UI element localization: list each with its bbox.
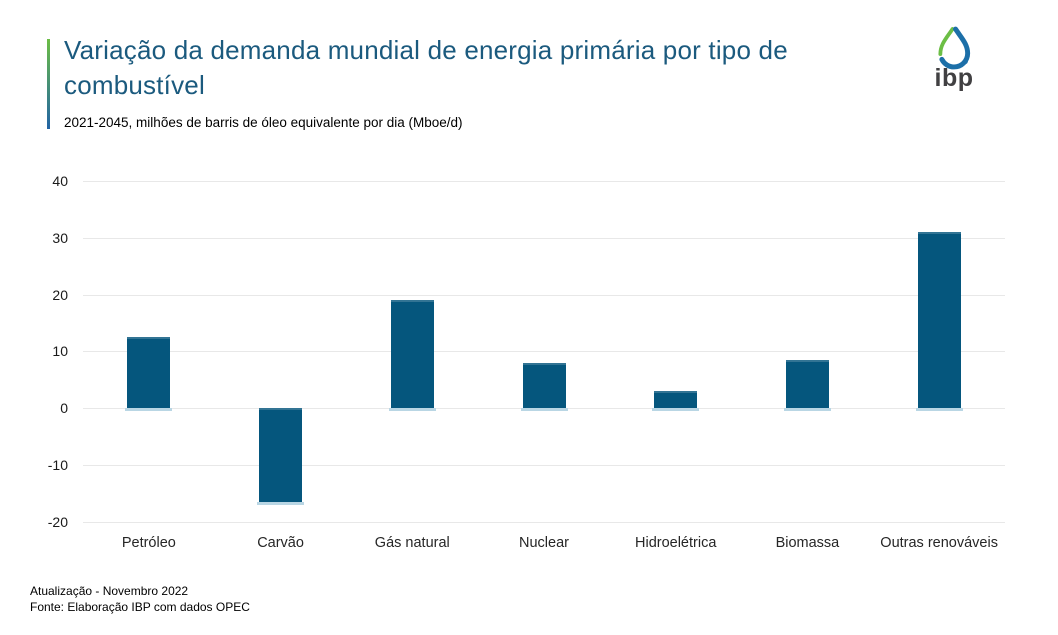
- footer-update: Atualização - Novembro 2022: [30, 584, 189, 598]
- x-tick-label: Gás natural: [374, 535, 450, 551]
- water-drop-icon: [938, 26, 971, 70]
- x-tick-label: Nuclear: [519, 535, 569, 551]
- page-title: Variação da demanda mundial de energia p…: [64, 35, 788, 100]
- footer-source: Fonte: Elaboração IBP com dados OPEC: [30, 600, 250, 614]
- y-tick-label: 30: [52, 229, 68, 246]
- y-tick-label: 20: [52, 286, 68, 303]
- bar: [125, 337, 173, 411]
- accent-bar: [47, 39, 50, 129]
- gridline: [83, 521, 1005, 523]
- y-tick-label: 10: [52, 343, 68, 360]
- gridline: [83, 464, 1005, 466]
- page-subtitle: 2021-2045, milhões de barris de óleo equ…: [64, 115, 463, 130]
- y-tick-label: -10: [47, 456, 68, 473]
- gridline: [83, 237, 1005, 239]
- bar: [783, 359, 831, 412]
- ibp-logo: ibp: [918, 26, 990, 92]
- gridline: [83, 294, 1005, 296]
- x-tick-label: Biomassa: [775, 535, 840, 551]
- bar: [652, 390, 700, 412]
- logo-text: ibp: [934, 64, 974, 92]
- bar: [388, 300, 436, 411]
- y-tick-label: -20: [47, 513, 68, 530]
- gridline: [83, 181, 1005, 182]
- bar: [915, 232, 963, 411]
- x-tick-label: Carvão: [257, 535, 304, 551]
- footer: Atualização - Novembro 2022 Fonte: Elabo…: [30, 583, 250, 615]
- bar: [520, 362, 568, 412]
- bar: [257, 408, 305, 505]
- gridline: [83, 351, 1005, 353]
- x-tick-label: Petróleo: [121, 535, 176, 551]
- y-tick-label: 0: [60, 400, 68, 416]
- y-tick-label: 40: [52, 173, 68, 189]
- x-tick-label: Outras renováveis: [880, 535, 998, 551]
- x-tick-label: Hidroelétrica: [635, 535, 717, 551]
